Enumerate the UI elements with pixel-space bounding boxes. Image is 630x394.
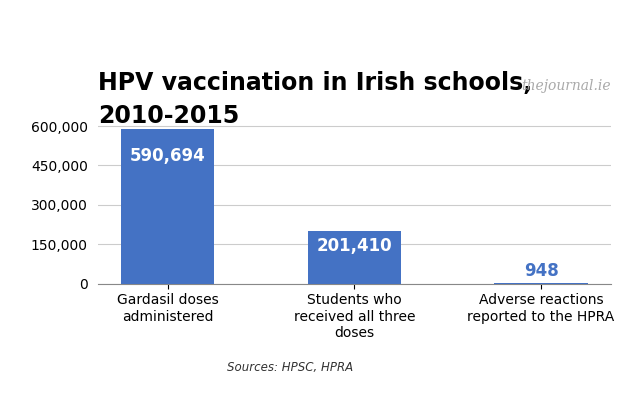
Text: 2010-2015: 2010-2015	[98, 104, 239, 128]
Text: 948: 948	[524, 262, 558, 280]
Text: thejournal.ie: thejournal.ie	[522, 79, 611, 93]
Text: 201,410: 201,410	[316, 237, 392, 255]
Bar	[121, 128, 214, 284]
Text: HPV vaccination in Irish schools,: HPV vaccination in Irish schools,	[98, 71, 532, 95]
Text: Sources: HPSC, HPRA: Sources: HPSC, HPRA	[227, 361, 353, 374]
Bar	[307, 231, 401, 284]
Text: 590,694: 590,694	[130, 147, 205, 165]
